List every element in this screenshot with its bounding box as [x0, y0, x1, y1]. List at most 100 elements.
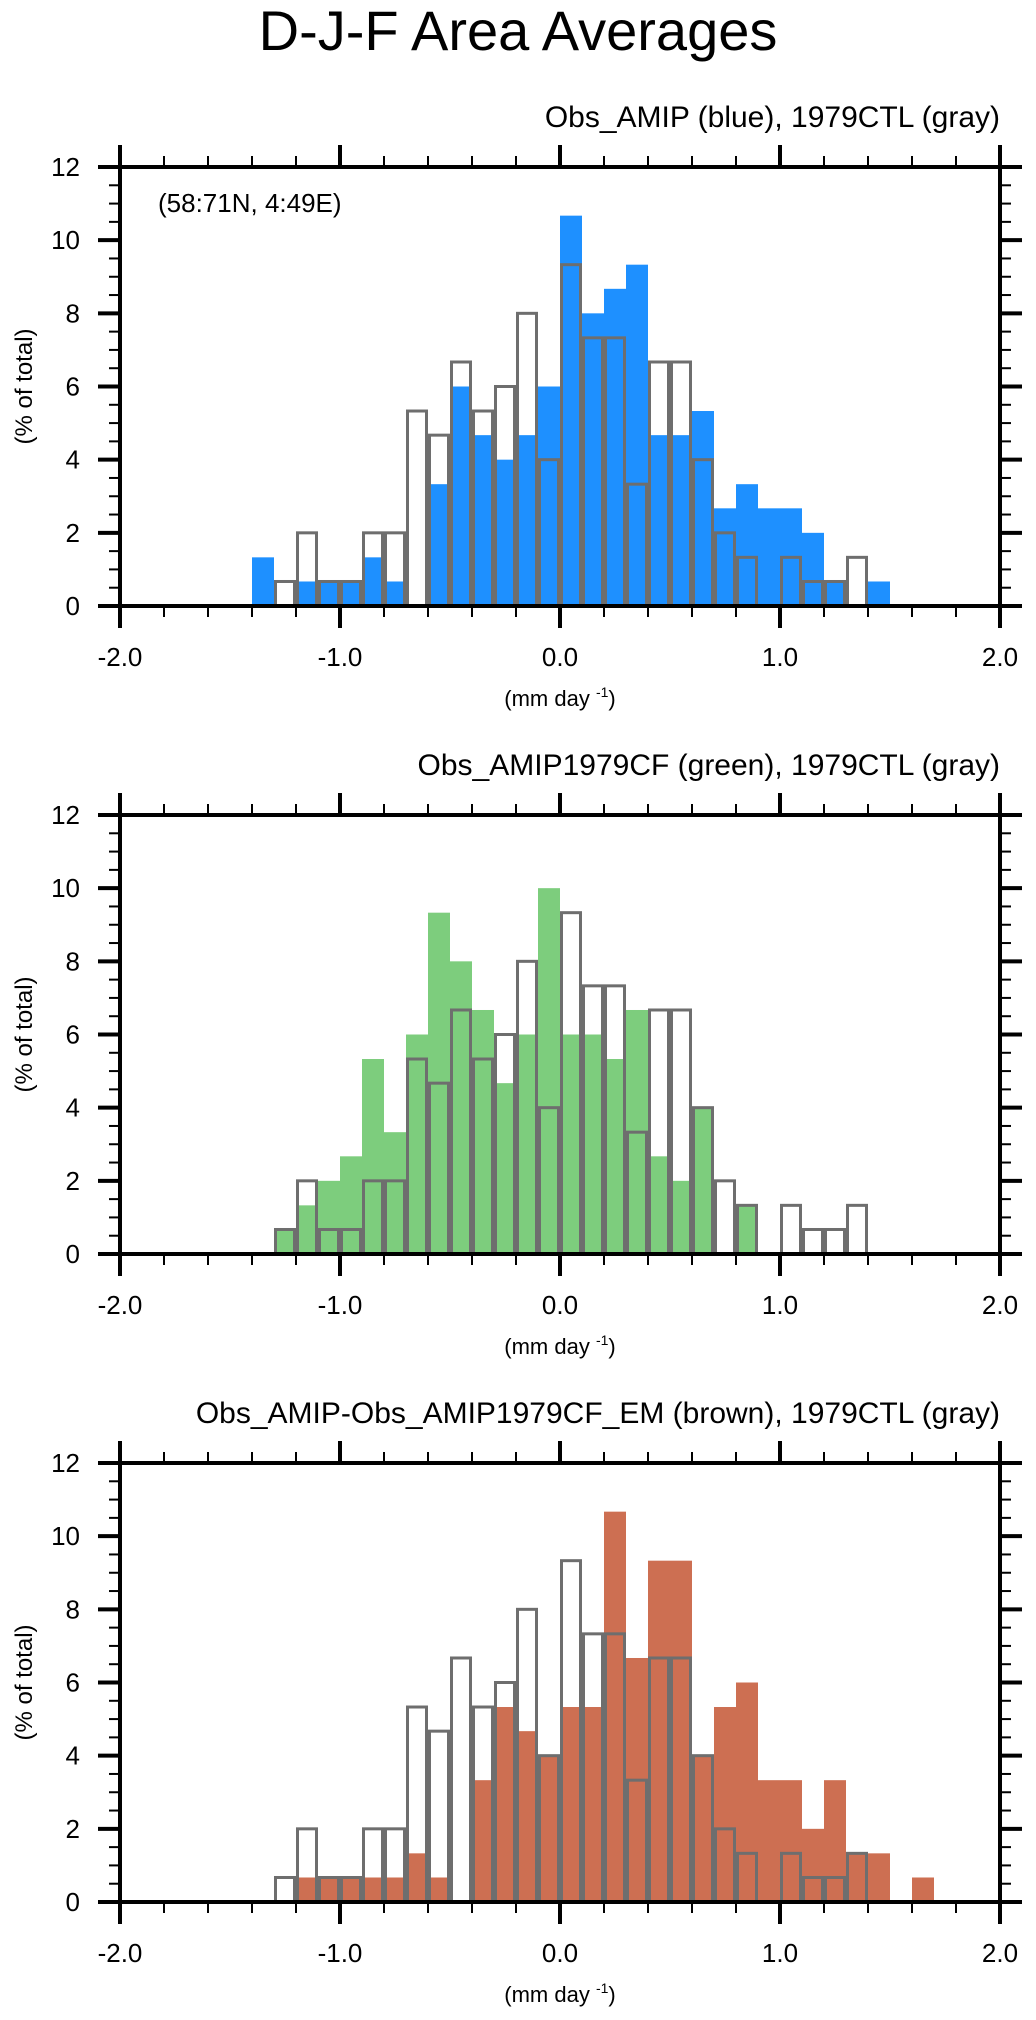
y-tick-label: 4: [66, 1741, 80, 1771]
bar-green: [538, 888, 560, 1254]
bar-brown: [824, 1780, 846, 1902]
bar-brown: [846, 1853, 868, 1902]
x-axis-label: (mm day -1): [504, 684, 615, 711]
bar-brown: [736, 1682, 758, 1902]
bar-outline-gray: [450, 1656, 472, 1904]
bar-brown: [340, 1877, 362, 1902]
panel-subtitle: Obs_AMIP1979CF (green), 1979CTL (gray): [418, 749, 1000, 782]
bar-blue: [604, 288, 626, 606]
bar-green: [406, 1034, 428, 1254]
bar-brown: [604, 1511, 626, 1902]
y-tick-label: 8: [66, 1594, 80, 1624]
histogram-panel-1: Obs_AMIP (blue), 1979CTL (gray) -2.0 -1.0 0…: [11, 101, 1022, 711]
y-axis-label: (% of total): [11, 1624, 38, 1740]
x-axis-label: (mm day -1): [504, 1980, 615, 2007]
x-tick-label: -1.0: [318, 1938, 363, 1968]
y-tick-label: 2: [66, 518, 80, 548]
bar-green: [384, 1132, 406, 1254]
bar-outline-gray: [406, 409, 428, 608]
bar-green: [670, 1180, 692, 1254]
bar-brown: [472, 1780, 494, 1902]
x-axis-label-exponent: -1: [596, 1980, 609, 1996]
bar-blue: [582, 313, 604, 606]
bar-green: [362, 1059, 384, 1254]
x-tick-label: -2.0: [98, 642, 143, 672]
y-axis-label: (% of total): [11, 976, 38, 1092]
bar-outline-gray: [780, 1203, 802, 1256]
bar-green: [340, 1156, 362, 1254]
x-tick-label: -2.0: [98, 1290, 143, 1320]
y-tick-label: 10: [51, 225, 80, 255]
y-tick-label: 0: [66, 1239, 80, 1269]
bar-blue: [560, 215, 582, 607]
bar-brown: [538, 1755, 560, 1902]
bar-green: [560, 1034, 582, 1254]
y-tick-label: 6: [66, 1020, 80, 1050]
x-axis-label-close: ): [608, 686, 615, 711]
panel-subtitle: Obs_AMIP (blue), 1979CTL (gray): [545, 101, 1000, 134]
series-brown: [296, 1511, 934, 1902]
x-axis-label-close: ): [608, 1982, 615, 2007]
bar-blue: [318, 581, 340, 606]
figure-title: D-J-F Area Averages: [259, 0, 778, 62]
bar-blue: [714, 508, 736, 606]
bar-green: [736, 1205, 758, 1254]
panel-subtitle: Obs_AMIP-Obs_AMIP1979CF_EM (brown), 1979…: [196, 1397, 1000, 1430]
bar-brown: [428, 1877, 450, 1902]
x-tick-label: 1.0: [762, 1290, 798, 1320]
x-axis-label-unit: (mm day: [504, 1334, 596, 1359]
bar-green: [648, 1156, 670, 1254]
x-tick-label: -1.0: [318, 642, 363, 672]
histogram-panel-2: Obs_AMIP1979CF (green), 1979CTL (gray) -2…: [11, 749, 1022, 1359]
panels: Obs_AMIP (blue), 1979CTL (gray) -2.0 -1.0 0…: [11, 101, 1022, 2007]
bar-blue: [296, 581, 318, 606]
bar-green: [516, 1034, 538, 1254]
x-axis-label-exponent: -1: [596, 1332, 609, 1348]
x-axis-label-unit: (mm day: [504, 686, 596, 711]
bar-blue: [516, 435, 538, 606]
bar-brown: [714, 1707, 736, 1902]
x-tick-label: 2.0: [982, 1938, 1018, 1968]
bar-brown: [494, 1707, 516, 1902]
bar-blue: [758, 508, 780, 606]
bar-blue: [494, 459, 516, 606]
y-tick-label: 8: [66, 946, 80, 976]
bar-green: [450, 961, 472, 1254]
x-tick-label: 0.0: [542, 1290, 578, 1320]
bar-blue: [824, 581, 846, 606]
bar-outline-gray: [274, 1875, 296, 1904]
bar-brown: [868, 1853, 890, 1902]
y-tick-label: 4: [66, 445, 80, 475]
region-annotation: (58:71N, 4:49E): [158, 188, 342, 218]
bar-outline-gray: [428, 1729, 450, 1904]
bar-blue: [802, 532, 824, 606]
bar-outline-gray: [824, 1227, 846, 1256]
x-tick-label: 1.0: [762, 642, 798, 672]
bar-green: [472, 1009, 494, 1254]
bar-brown: [780, 1780, 802, 1902]
bar-blue: [736, 484, 758, 606]
y-tick-label: 10: [51, 1521, 80, 1551]
y-tick-label: 12: [51, 800, 80, 830]
y-tick-label: 12: [51, 152, 80, 182]
x-axis-label: (mm day -1): [504, 1332, 615, 1359]
bar-blue: [692, 411, 714, 606]
bar-blue: [472, 435, 494, 606]
y-tick-label: 10: [51, 873, 80, 903]
y-tick-label: 6: [66, 1668, 80, 1698]
bar-outline-gray: [802, 1227, 824, 1256]
bar-outline-gray: [846, 555, 868, 608]
y-tick-label: 8: [66, 298, 80, 328]
bar-brown: [516, 1731, 538, 1902]
x-axis-label-exponent: -1: [596, 684, 609, 700]
bar-blue: [450, 386, 472, 606]
bar-green: [274, 1229, 296, 1254]
bar-brown: [406, 1853, 428, 1902]
x-axis-label-unit: (mm day: [504, 1982, 596, 2007]
bar-brown: [362, 1877, 384, 1902]
bar-blue: [868, 581, 890, 606]
bar-brown: [296, 1877, 318, 1902]
bar-brown: [384, 1877, 406, 1902]
x-axis-label-close: ): [608, 1334, 615, 1359]
